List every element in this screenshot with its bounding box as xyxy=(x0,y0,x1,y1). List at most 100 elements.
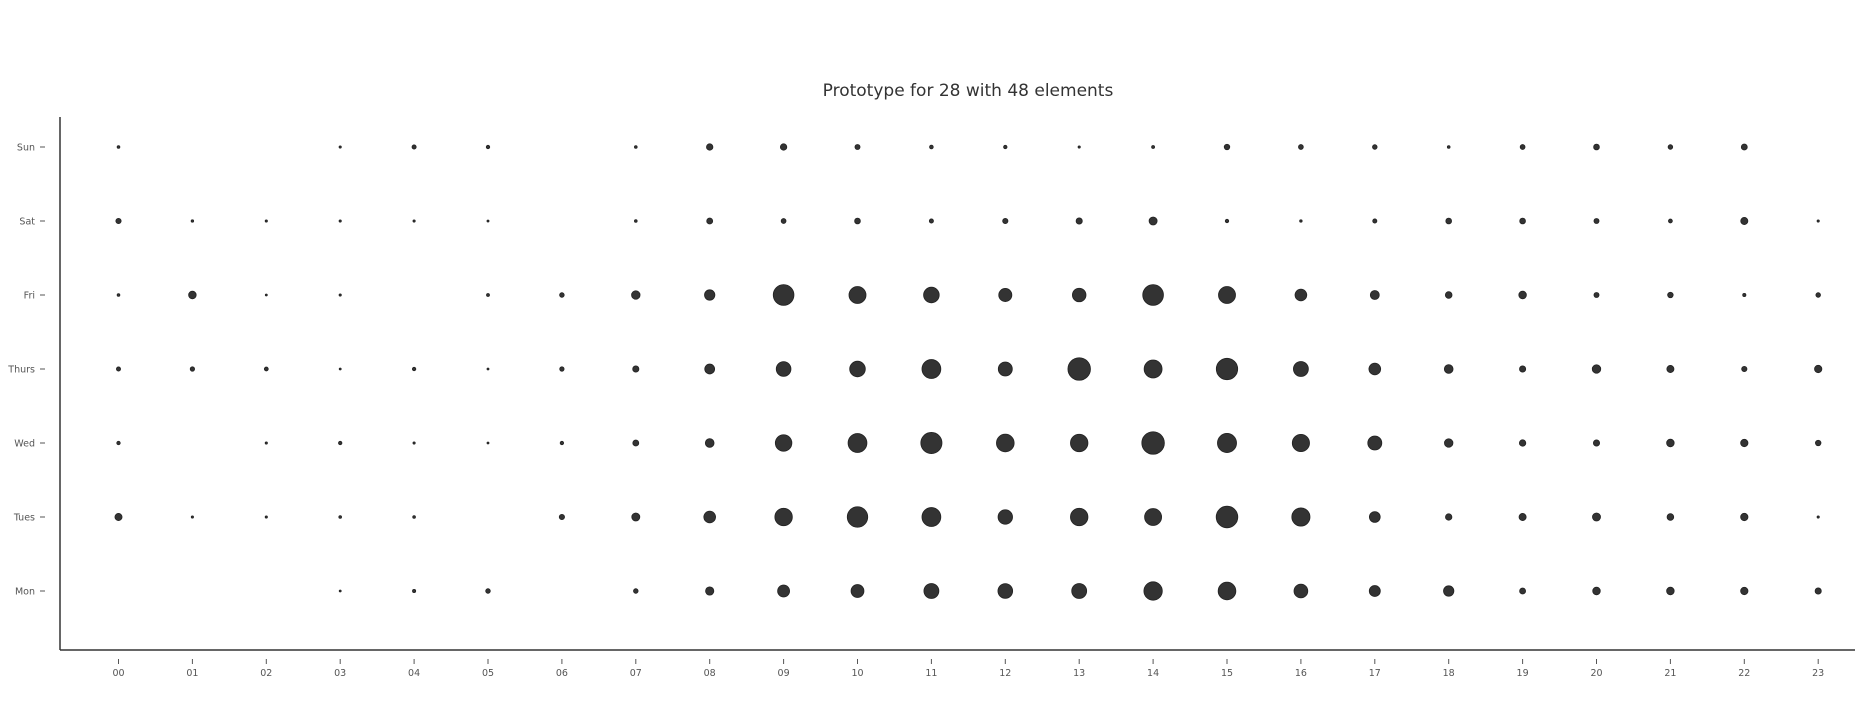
data-point xyxy=(1444,438,1454,448)
x-tick-label: 00 xyxy=(112,668,124,679)
data-point xyxy=(777,584,790,598)
data-point xyxy=(1367,435,1383,451)
data-point xyxy=(631,290,641,300)
data-point xyxy=(338,219,342,223)
data-point xyxy=(1816,219,1820,223)
data-point xyxy=(1223,143,1231,151)
data-point xyxy=(338,367,342,371)
x-tick-label: 16 xyxy=(1295,668,1307,679)
x-tick-label: 22 xyxy=(1738,668,1750,679)
x-tick-label: 13 xyxy=(1073,668,1085,679)
data-point xyxy=(558,513,565,521)
data-point xyxy=(1293,583,1309,599)
y-tick-label: Tues xyxy=(13,513,35,524)
data-point xyxy=(1815,292,1821,298)
data-point xyxy=(1072,287,1087,303)
data-point xyxy=(850,584,865,598)
data-point xyxy=(1740,586,1749,596)
data-point xyxy=(1740,438,1749,448)
x-tick-label: 19 xyxy=(1517,668,1529,679)
data-point xyxy=(780,218,787,224)
x-tick-label: 07 xyxy=(630,668,642,679)
data-point xyxy=(1368,585,1381,597)
data-point xyxy=(1070,507,1089,527)
data-point xyxy=(1668,218,1673,224)
data-point xyxy=(411,366,417,372)
data-point xyxy=(704,289,716,301)
data-point xyxy=(485,588,491,594)
data-point xyxy=(486,367,490,371)
data-point xyxy=(1293,361,1309,377)
data-point xyxy=(264,515,268,519)
data-point xyxy=(189,366,195,372)
data-point xyxy=(116,145,121,149)
data-point xyxy=(848,286,867,304)
data-point xyxy=(923,286,940,304)
data-point xyxy=(1298,144,1304,150)
data-point xyxy=(706,143,714,151)
data-point xyxy=(1666,513,1675,521)
data-point xyxy=(115,217,122,225)
data-point xyxy=(1815,439,1822,447)
data-point xyxy=(1294,288,1308,302)
data-point xyxy=(1299,219,1303,223)
data-point xyxy=(1143,359,1163,379)
data-point xyxy=(1217,433,1237,453)
data-point xyxy=(772,284,795,306)
data-point xyxy=(849,360,866,378)
data-point xyxy=(1741,365,1748,373)
data-point xyxy=(634,219,638,223)
data-point xyxy=(1075,217,1083,225)
x-tick-label: 01 xyxy=(186,668,198,679)
data-point xyxy=(116,440,121,446)
data-point xyxy=(854,144,861,150)
data-point xyxy=(1372,218,1378,224)
data-point xyxy=(188,290,197,300)
data-point xyxy=(190,219,195,223)
x-tick-label: 17 xyxy=(1369,668,1381,679)
data-point xyxy=(1593,218,1600,224)
data-point xyxy=(1518,290,1527,300)
data-point xyxy=(1143,581,1163,601)
data-point xyxy=(1740,217,1749,225)
data-point xyxy=(928,218,934,224)
data-point xyxy=(1443,585,1455,597)
data-point xyxy=(1519,365,1527,373)
data-point xyxy=(1446,145,1451,149)
data-point xyxy=(921,359,942,379)
data-point xyxy=(1519,587,1526,595)
data-point xyxy=(1443,364,1454,374)
data-point xyxy=(631,512,641,522)
data-point xyxy=(559,440,565,446)
data-point xyxy=(1742,292,1747,298)
data-point xyxy=(559,292,565,298)
data-point xyxy=(1593,143,1600,151)
chart-title: Prototype for 28 with 48 elements xyxy=(823,81,1114,101)
data-point xyxy=(1518,513,1527,521)
x-tick-label: 09 xyxy=(778,668,790,679)
data-point xyxy=(412,588,417,594)
data-point xyxy=(1067,357,1091,381)
data-point xyxy=(1002,217,1009,225)
data-point xyxy=(1217,581,1237,601)
x-tick-label: 18 xyxy=(1443,668,1455,679)
data-point xyxy=(114,513,123,521)
data-point xyxy=(1814,364,1823,374)
data-point xyxy=(1368,511,1381,523)
data-point xyxy=(486,293,490,297)
data-point xyxy=(411,144,417,150)
data-point xyxy=(1666,586,1675,596)
data-point xyxy=(775,361,792,377)
data-point xyxy=(486,219,490,223)
data-point xyxy=(1291,433,1310,453)
data-point xyxy=(997,361,1013,377)
data-point xyxy=(412,219,416,223)
data-point xyxy=(1215,505,1239,529)
data-point xyxy=(633,588,639,594)
data-point xyxy=(412,515,416,519)
x-tick-label: 12 xyxy=(999,668,1011,679)
data-point xyxy=(996,433,1015,453)
data-point xyxy=(1519,144,1526,150)
